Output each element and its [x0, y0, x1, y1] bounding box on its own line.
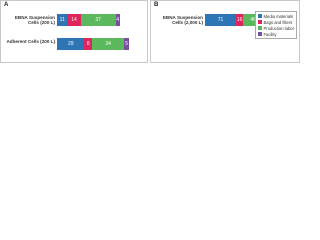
value-label: 34 — [105, 41, 111, 47]
value-label: 14 — [71, 17, 77, 23]
bar-segment: 4 — [115, 14, 120, 26]
bar-segment: 14 — [67, 14, 81, 26]
value-label: 5 — [125, 41, 128, 47]
panel: A EBNA Suspension Cells (200 L) 11 14 37 4 Adh… — [0, 0, 148, 63]
value-label: 11 — [59, 17, 65, 23]
legend-swatch — [257, 32, 262, 36]
value-label: 37 — [95, 17, 101, 23]
page: {"chart_data": [ {"type": "bar", "title"… — [0, 0, 300, 64]
bar-segment: 5 — [124, 38, 129, 50]
value-label: 29 — [67, 41, 74, 47]
panel-title: A — [4, 2, 9, 8]
value-label: 4 — [116, 17, 120, 23]
value-label: 16 — [236, 17, 243, 23]
value-label: 8 — [86, 41, 90, 47]
legend-label: Media materials — [263, 13, 294, 19]
legend: Media materials Bags and filters Productio… — [254, 11, 297, 39]
legend-swatch — [257, 26, 262, 30]
bar-segment: 16 — [236, 14, 244, 26]
category-label: EBNA Suspension Cells (2,000 L) — [162, 15, 203, 26]
bar-segment: 37 — [80, 14, 116, 26]
legend-item: Facility — [257, 31, 295, 37]
value-label: 46 — [250, 17, 256, 23]
category-label: EBNA Suspension Cells (200 L) — [14, 15, 55, 26]
bar-segment: 8 — [84, 38, 93, 50]
legend-swatch — [257, 14, 262, 18]
bar-segment: 34 — [92, 38, 125, 50]
bar-segment: 71 — [205, 14, 237, 26]
legend-label: Facility — [263, 31, 277, 37]
value-label: 71 — [217, 17, 224, 23]
legend-item: Media materials — [257, 13, 295, 19]
bar-segment: 11 — [57, 14, 68, 26]
legend-item: Bags and filters — [257, 19, 295, 25]
legend-swatch — [257, 20, 262, 24]
category-label: Adherent Cells (200 L) — [6, 39, 55, 44]
legend-label: Production labor — [263, 25, 295, 31]
legend-label: Bags and filters — [263, 19, 293, 25]
bar-segment: 29 — [57, 38, 85, 50]
panel-title: B — [154, 2, 159, 8]
legend-item: Production labor — [257, 25, 295, 31]
